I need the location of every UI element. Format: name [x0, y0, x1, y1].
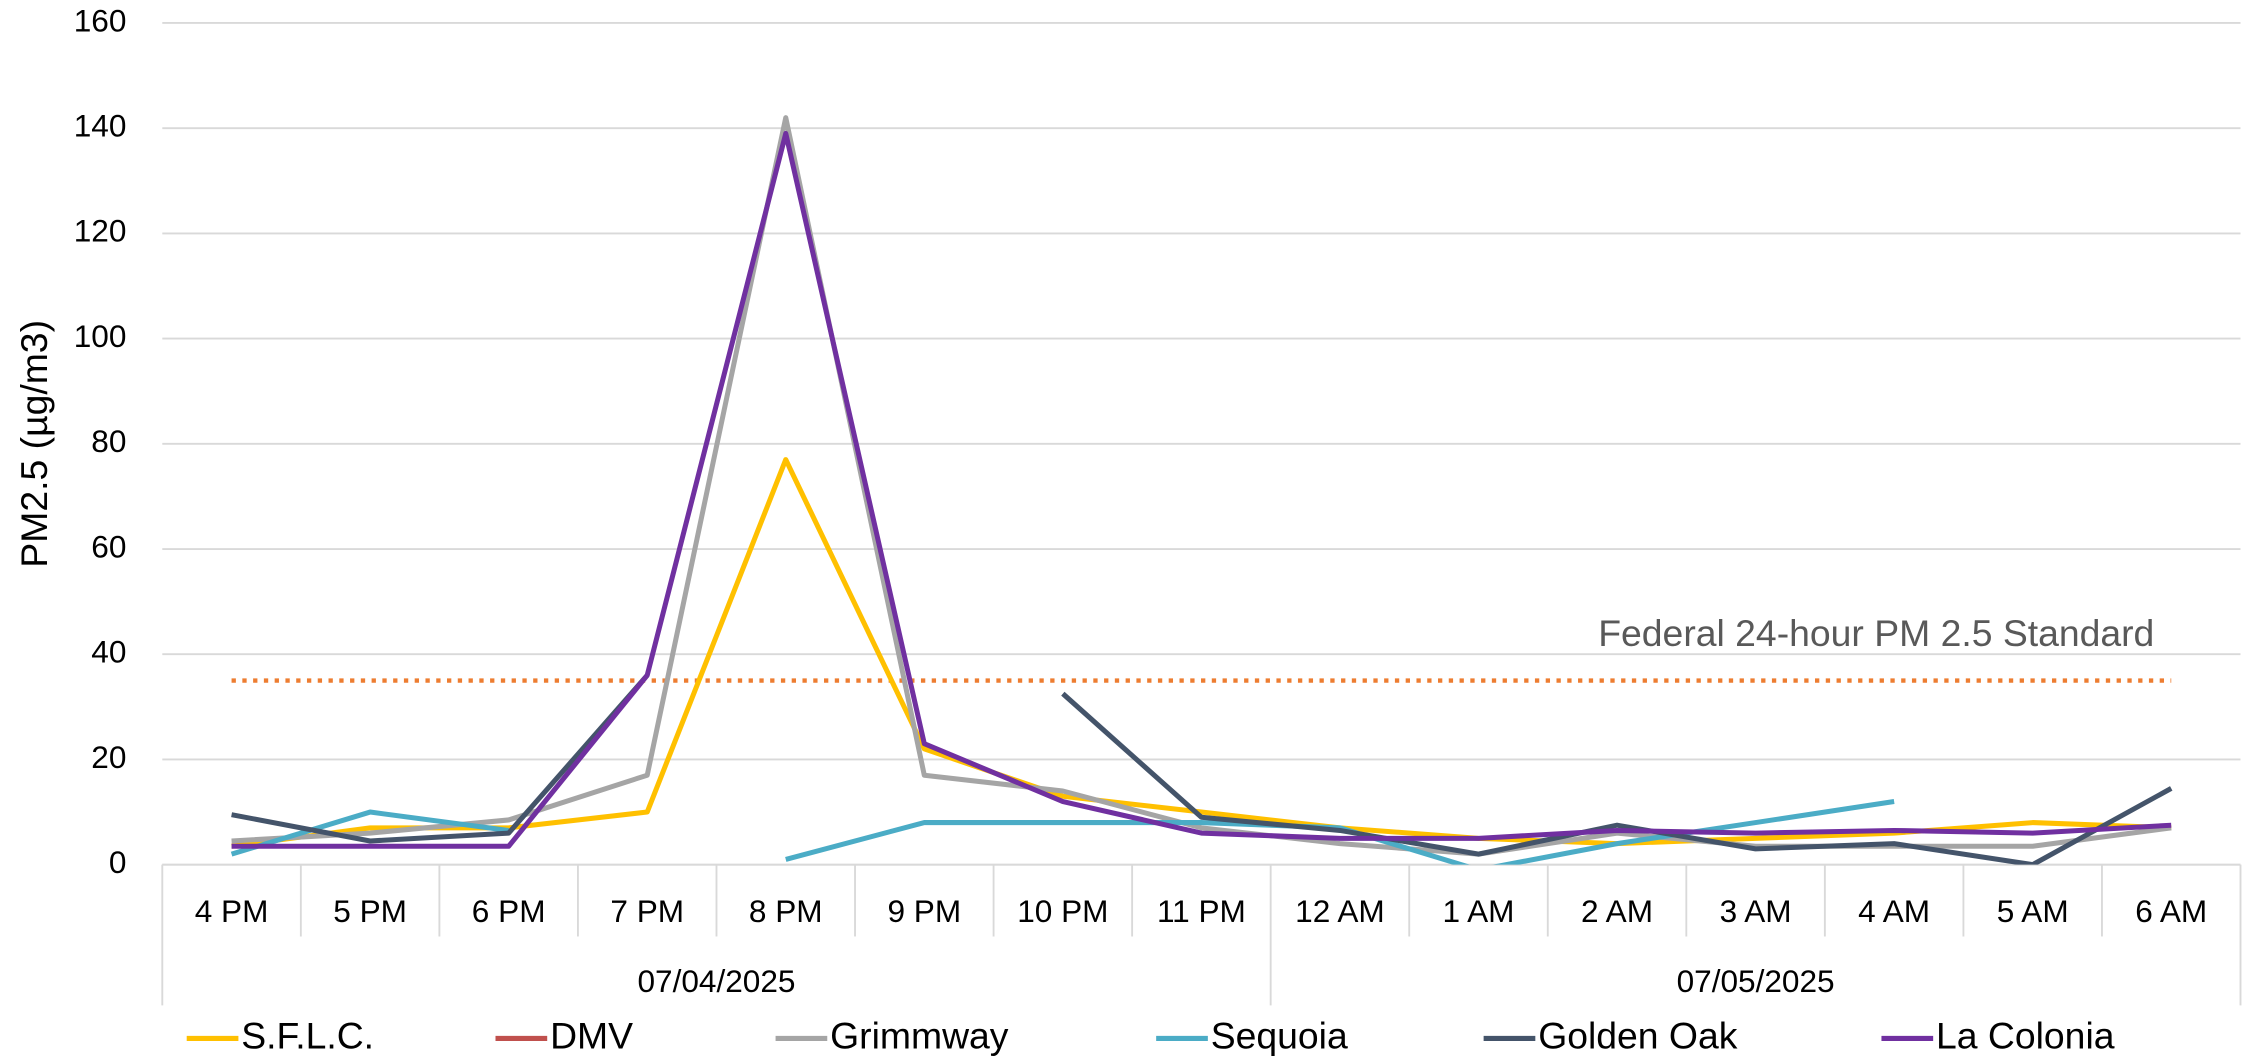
- x-tick-label: 7 PM: [610, 893, 684, 929]
- y-tick-label: 140: [74, 108, 127, 144]
- x-tick-label: 12 AM: [1295, 893, 1385, 929]
- legend-label: La Colonia: [1936, 1014, 2115, 1056]
- y-tick-label: 100: [74, 318, 127, 354]
- x-tick-label: 3 AM: [1720, 893, 1792, 929]
- x-tick-label: 11 PM: [1157, 893, 1246, 929]
- x-tick-label: 6 AM: [2135, 893, 2207, 929]
- legend-label: Sequoia: [1211, 1014, 1348, 1056]
- series-line: [231, 457, 2172, 849]
- reference-label: Federal 24-hour PM 2.5 Standard: [1598, 612, 2154, 654]
- series-line: [231, 673, 2173, 865]
- x-tick-label: 10 PM: [1017, 893, 1108, 929]
- x-tick-label: 1 AM: [1443, 893, 1515, 929]
- x-tick-label: 4 PM: [195, 893, 269, 929]
- x-tick-label: 8 PM: [749, 893, 823, 929]
- x-tick-label: 5 PM: [333, 893, 407, 929]
- y-tick-label: 20: [91, 739, 126, 775]
- x-tick-label: 2 AM: [1581, 893, 1653, 929]
- series-line: [231, 115, 2172, 857]
- plot-area: [230, 115, 2173, 865]
- y-axis-label: PM2.5 (µg/m3): [13, 320, 55, 568]
- legend-label: S.F.L.C.: [241, 1014, 374, 1056]
- y-tick-label: 40: [91, 634, 126, 670]
- y-tick-label: 80: [91, 423, 126, 459]
- legend-label: Golden Oak: [1538, 1014, 1738, 1056]
- y-tick-label: 160: [74, 2, 127, 38]
- group-label: 07/04/2025: [637, 963, 795, 999]
- x-tick-label: 9 PM: [887, 893, 961, 929]
- series-line: [230, 799, 1895, 865]
- y-tick-label: 60: [91, 528, 126, 564]
- group-label: 07/05/2025: [1677, 963, 1835, 999]
- x-tick-label: 6 PM: [472, 893, 546, 929]
- series-line: [231, 130, 2172, 849]
- y-tick-label: 120: [74, 213, 127, 249]
- legend-label: Grimmway: [830, 1014, 1009, 1056]
- x-tick-label: 4 AM: [1858, 893, 1930, 929]
- x-tick-label: 5 AM: [1997, 893, 2069, 929]
- legend-label: DMV: [550, 1014, 633, 1056]
- y-tick-label: 0: [109, 844, 127, 880]
